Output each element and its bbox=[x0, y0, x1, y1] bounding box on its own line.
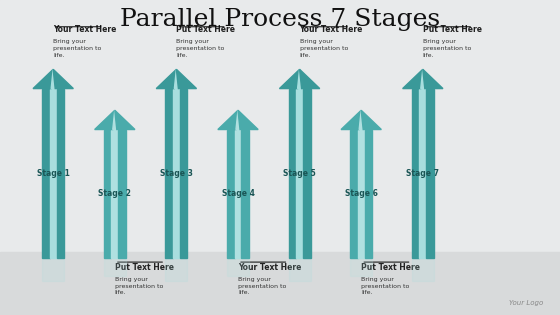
Text: Bring your
presentation to
life.: Bring your presentation to life. bbox=[238, 277, 286, 295]
Polygon shape bbox=[421, 69, 425, 89]
Polygon shape bbox=[57, 89, 64, 258]
Polygon shape bbox=[361, 110, 381, 129]
Text: Parallel Process 7 Stages: Parallel Process 7 Stages bbox=[120, 8, 440, 31]
Text: Bring your
presentation to
life.: Bring your presentation to life. bbox=[361, 277, 409, 295]
Polygon shape bbox=[236, 110, 240, 129]
Polygon shape bbox=[358, 129, 365, 258]
Polygon shape bbox=[238, 110, 258, 129]
Polygon shape bbox=[412, 89, 419, 258]
Polygon shape bbox=[297, 69, 302, 89]
Polygon shape bbox=[235, 129, 241, 258]
Polygon shape bbox=[341, 110, 361, 129]
Text: Bring your
presentation to
life.: Bring your presentation to life. bbox=[53, 39, 101, 58]
Text: Your Logo: Your Logo bbox=[509, 300, 543, 306]
Polygon shape bbox=[174, 69, 179, 89]
Text: Put Text Here: Put Text Here bbox=[361, 263, 420, 272]
Text: Bring your
presentation to
life.: Bring your presentation to life. bbox=[115, 277, 163, 295]
Polygon shape bbox=[403, 69, 423, 89]
Text: Bring your
presentation to
life.: Bring your presentation to life. bbox=[423, 39, 471, 58]
Polygon shape bbox=[279, 69, 300, 89]
Text: Put Text Here: Put Text Here bbox=[176, 25, 235, 34]
Polygon shape bbox=[165, 258, 188, 281]
Text: Stage 6: Stage 6 bbox=[345, 189, 377, 198]
Polygon shape bbox=[303, 89, 311, 258]
Polygon shape bbox=[412, 258, 434, 281]
Polygon shape bbox=[288, 89, 296, 258]
Text: Your Text Here: Your Text Here bbox=[300, 25, 363, 34]
Polygon shape bbox=[350, 258, 372, 276]
Polygon shape bbox=[104, 129, 111, 258]
Text: Bring your
presentation to
life.: Bring your presentation to life. bbox=[176, 39, 225, 58]
Text: Bring your
presentation to
life.: Bring your presentation to life. bbox=[300, 39, 348, 58]
Polygon shape bbox=[359, 110, 363, 129]
Polygon shape bbox=[173, 89, 180, 258]
Text: Stage 5: Stage 5 bbox=[283, 169, 316, 178]
Polygon shape bbox=[350, 129, 358, 258]
Text: Put Text Here: Put Text Here bbox=[423, 25, 482, 34]
Polygon shape bbox=[419, 89, 426, 258]
Text: Stage 3: Stage 3 bbox=[160, 169, 193, 178]
Polygon shape bbox=[115, 110, 135, 129]
Polygon shape bbox=[426, 89, 434, 258]
Polygon shape bbox=[42, 89, 50, 258]
Polygon shape bbox=[288, 258, 311, 281]
Polygon shape bbox=[118, 129, 126, 258]
Polygon shape bbox=[53, 69, 73, 89]
Polygon shape bbox=[227, 129, 235, 258]
Polygon shape bbox=[227, 258, 249, 276]
Polygon shape bbox=[241, 129, 249, 258]
Text: Your Text Here: Your Text Here bbox=[53, 25, 116, 34]
Polygon shape bbox=[296, 89, 303, 258]
Polygon shape bbox=[95, 110, 115, 129]
Polygon shape bbox=[218, 110, 238, 129]
Polygon shape bbox=[300, 69, 320, 89]
Polygon shape bbox=[423, 69, 443, 89]
Polygon shape bbox=[42, 258, 64, 281]
Text: Put Text Here: Put Text Here bbox=[115, 263, 174, 272]
Text: Stage 4: Stage 4 bbox=[222, 189, 254, 198]
Polygon shape bbox=[176, 69, 197, 89]
Polygon shape bbox=[156, 69, 176, 89]
Text: Stage 1: Stage 1 bbox=[37, 169, 69, 178]
Polygon shape bbox=[33, 69, 53, 89]
Polygon shape bbox=[180, 89, 188, 258]
Polygon shape bbox=[50, 89, 57, 258]
Polygon shape bbox=[165, 89, 173, 258]
Bar bbox=[0, 252, 560, 315]
Polygon shape bbox=[104, 258, 126, 276]
Polygon shape bbox=[365, 129, 372, 258]
Text: Stage 7: Stage 7 bbox=[407, 169, 439, 178]
Polygon shape bbox=[113, 110, 117, 129]
Polygon shape bbox=[51, 69, 55, 89]
Polygon shape bbox=[111, 129, 118, 258]
Text: Your Text Here: Your Text Here bbox=[238, 263, 301, 272]
Text: Stage 2: Stage 2 bbox=[99, 189, 131, 198]
